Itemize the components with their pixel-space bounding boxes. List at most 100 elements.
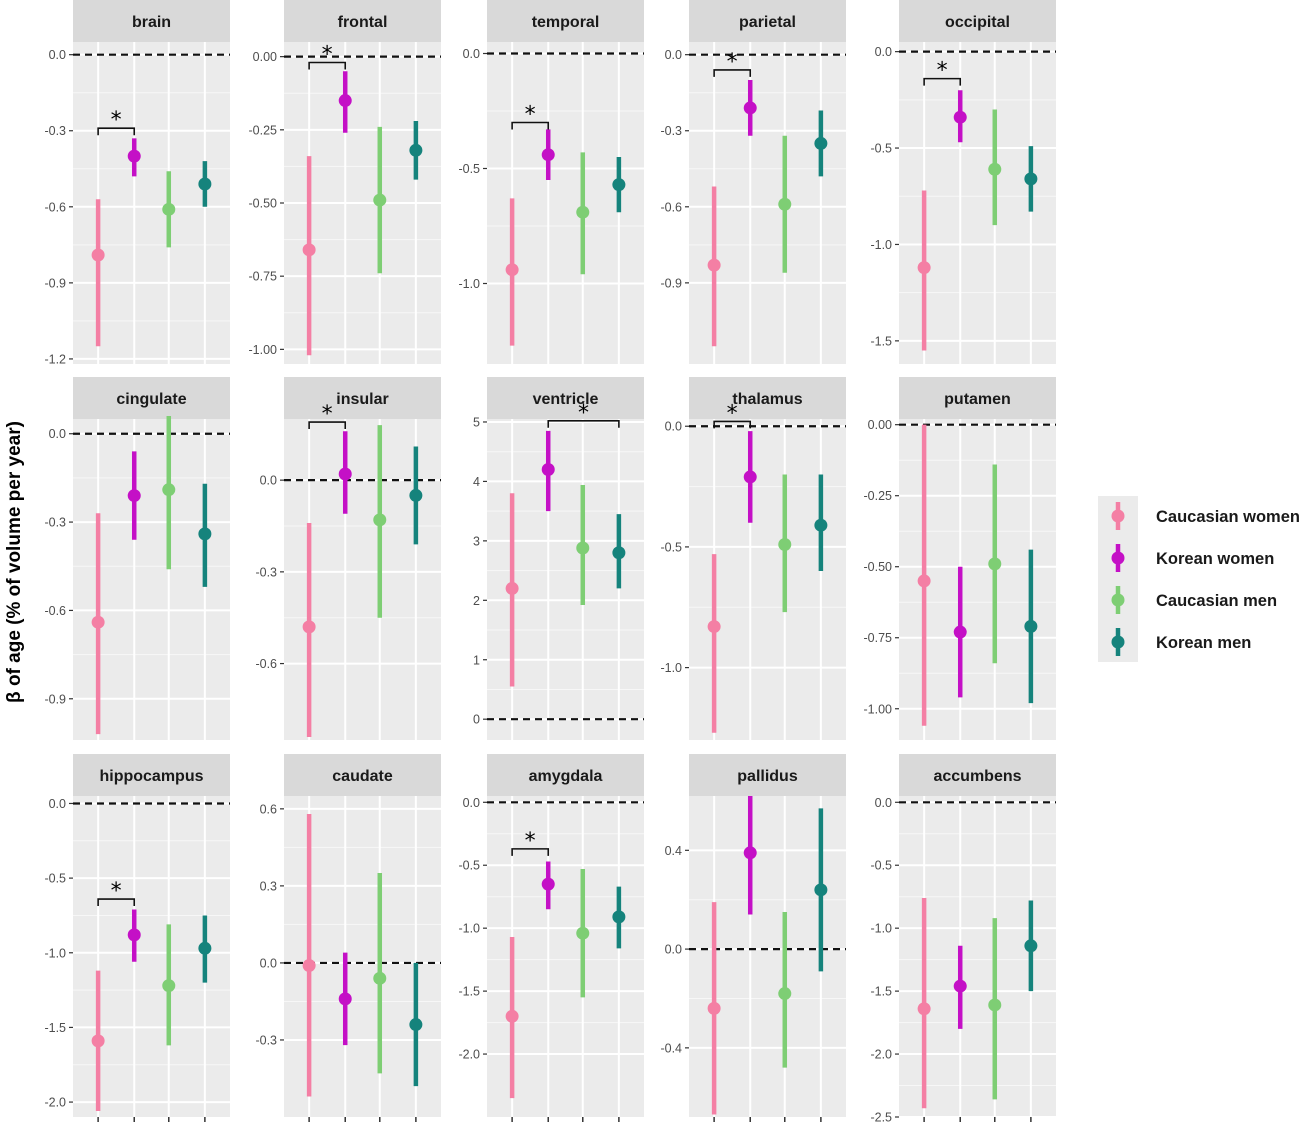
strip-background (487, 377, 644, 419)
point-korean-women (953, 110, 967, 124)
point-caucasian-men (778, 197, 792, 211)
y-axis-label: β of age (% of volume per year) (4, 421, 25, 703)
point-korean-women (953, 625, 967, 639)
y-tick-label: -1.00 (864, 702, 893, 716)
point-korean-men (1024, 172, 1038, 186)
strip-title: brain (132, 14, 171, 31)
panel-accumbens: accumbens 0.0 -0.5 -1.0 -1.5 -2.0 -2.5 (870, 754, 1056, 1124)
strip-background (689, 377, 846, 419)
y-tick-label: 0.0 (260, 474, 277, 488)
significance-bracket (713, 420, 752, 429)
y-tick-label: 0.0 (463, 47, 480, 61)
significance-star: * (727, 401, 738, 426)
point-caucasian-men (988, 162, 1002, 176)
point-caucasian-men (576, 926, 590, 940)
point-caucasian-women (505, 1009, 519, 1023)
y-tick-label: -1.0 (870, 922, 892, 936)
strip-background (73, 0, 230, 42)
y-tick-label: 0.0 (665, 48, 682, 62)
strip-title: temporal (532, 14, 600, 31)
point-caucasian-men (373, 513, 387, 527)
y-tick-label: 0.0 (463, 796, 480, 810)
point-korean-women (541, 463, 555, 477)
significance-star: * (937, 59, 948, 84)
panel-occipital: occipital 0.0 -0.5 -1.0 -1.5 * (870, 0, 1056, 364)
significance-star: * (322, 42, 333, 67)
y-tick-label: -0.3 (255, 565, 277, 579)
point-caucasian-women (91, 615, 105, 629)
y-tick-label: 0.0 (665, 420, 682, 434)
y-tick-label: -0.6 (660, 200, 682, 214)
point-caucasian-women (917, 261, 931, 275)
y-tick-label: 0.0 (49, 48, 66, 62)
legend-label: Korean women (1156, 550, 1274, 568)
point-caucasian-women (505, 581, 519, 595)
point-caucasian-women (707, 620, 721, 634)
point-caucasian-women (302, 620, 316, 634)
strip-title: occipital (945, 14, 1010, 31)
point-korean-men (814, 136, 828, 150)
strip-background (899, 754, 1056, 796)
strip-background (899, 0, 1056, 42)
point-caucasian-women (505, 263, 519, 277)
y-tick-label: -0.5 (458, 859, 480, 873)
y-tick-label: 0 (473, 713, 480, 727)
significance-star: * (727, 50, 738, 75)
y-tick-label: -0.9 (660, 276, 682, 290)
y-tick-label: -1.5 (870, 985, 892, 999)
point-korean-men (409, 488, 423, 502)
strip-background (284, 377, 441, 419)
point-caucasian-women (917, 574, 931, 588)
strip-title: pallidus (737, 768, 798, 785)
significance-bracket (308, 421, 347, 430)
y-tick-label: -1.5 (870, 334, 892, 348)
panel-pallidus: pallidus 0.4 0.0 -0.4 (660, 754, 846, 1122)
point-korean-women (127, 149, 141, 163)
y-tick-label: -2.0 (458, 1048, 480, 1062)
y-tick-label: -1.5 (44, 1021, 66, 1035)
y-tick-label: -0.5 (44, 872, 66, 886)
point-korean-men (612, 910, 626, 924)
significance-star: * (322, 402, 333, 427)
strip-title: caudate (332, 768, 393, 785)
y-tick-label: 0.6 (260, 802, 277, 816)
y-tick-label: -1.0 (44, 946, 66, 960)
strip-title: thalamus (732, 391, 802, 408)
significance-star: * (578, 401, 589, 426)
y-tick-label: 0.0 (875, 45, 892, 59)
strip-background (487, 754, 644, 796)
point-caucasian-women (91, 248, 105, 262)
y-tick-label: -0.50 (864, 560, 893, 574)
strip-background (689, 754, 846, 796)
point-korean-men (814, 883, 828, 897)
point-caucasian-men (576, 205, 590, 219)
y-tick-label: -1.0 (458, 922, 480, 936)
significance-star: * (111, 108, 122, 133)
legend-key-point (1111, 551, 1125, 565)
point-caucasian-men (778, 987, 792, 1001)
strip-background (689, 0, 846, 42)
panel-amygdala: amygdala 0.0 -0.5 -1.0 -1.5 -2.0 * (458, 754, 644, 1122)
y-tick-label: 0.00 (253, 50, 277, 64)
point-korean-men (1024, 939, 1038, 953)
point-caucasian-men (988, 998, 1002, 1012)
y-tick-label: 0.4 (665, 844, 682, 858)
y-tick-label: 1 (473, 653, 480, 667)
point-korean-women (541, 148, 555, 162)
significance-bracket (713, 69, 752, 77)
y-tick-label: -0.5 (458, 162, 480, 176)
y-tick-label: -0.6 (44, 200, 66, 214)
legend-label: Caucasian men (1156, 592, 1277, 610)
panel-parietal: parietal 0.0 -0.3 -0.6 -0.9 * (660, 0, 846, 364)
y-tick-label: -0.6 (255, 657, 277, 671)
point-korean-women (541, 877, 555, 891)
point-korean-men (612, 178, 626, 192)
strip-title: ventricle (533, 391, 599, 408)
point-korean-men (612, 546, 626, 560)
legend-key-point (1111, 593, 1125, 607)
point-caucasian-men (373, 971, 387, 985)
significance-bracket (547, 419, 620, 428)
point-korean-women (338, 992, 352, 1006)
strip-title: accumbens (933, 768, 1021, 785)
